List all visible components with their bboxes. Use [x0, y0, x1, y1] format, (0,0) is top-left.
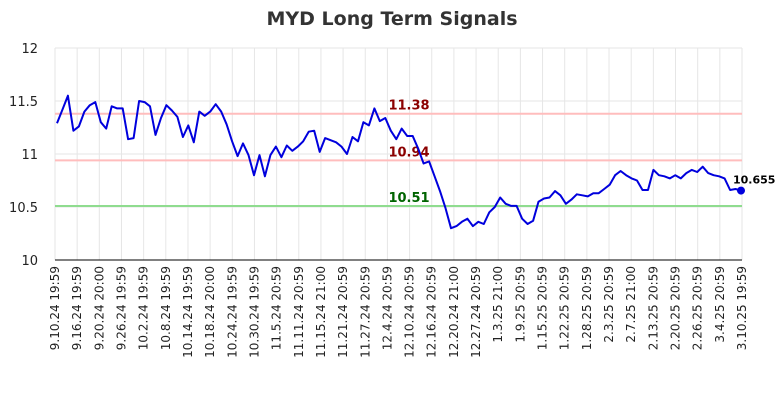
- x-tick-label: 10.14.24 19:59: [181, 266, 195, 358]
- y-tick-label: 10: [21, 254, 38, 269]
- x-tick-label: 11.15.24 21:00: [314, 266, 328, 358]
- x-tick-label: 2.20.25 20:59: [669, 266, 683, 350]
- x-tick-label: 10.18.24 20:00: [203, 266, 217, 358]
- x-axis: 9.10.24 19:59 9.16.24 19:59 9.20.24 20:00 9…: [48, 259, 749, 358]
- grid: [54, 47, 743, 261]
- x-tick-label: 10.8.24 19:59: [159, 266, 173, 350]
- x-tick-label: 12.10.24 20:59: [403, 266, 417, 358]
- y-tick-label: 12: [21, 42, 38, 57]
- x-tick-label: 12.20.24 21:00: [447, 266, 461, 358]
- y-tick-label: 11: [21, 148, 38, 163]
- last-point-marker: [737, 186, 745, 195]
- x-tick-label: 12.27.24 20:59: [469, 266, 483, 358]
- last-value-label: 10.655: [733, 174, 775, 187]
- price-line: [56, 94, 742, 230]
- x-tick-label: 10.2.24 19:59: [137, 266, 151, 350]
- x-tick-label: 1.22.25 20:59: [558, 266, 572, 350]
- annotations: 10.655: [733, 174, 775, 195]
- x-tick-label: 9.20.24 20:00: [92, 266, 106, 350]
- x-tick-label: 12.4.24 20:59: [380, 266, 394, 350]
- series-layer: [56, 94, 742, 230]
- level-label: 11.38: [388, 99, 429, 114]
- y-tick-label: 10.5: [9, 201, 38, 216]
- x-tick-label: 2.7.25 21:00: [624, 266, 638, 343]
- x-tick-label: 1.15.25 20:59: [536, 266, 550, 350]
- x-tick-label: 1.28.25 20:59: [580, 266, 594, 350]
- x-tick-label: 11.11.24 20:59: [292, 266, 306, 358]
- x-tick-label: 12.16.24 20:59: [425, 266, 439, 358]
- chart-title: MYD Long Term Signals: [266, 8, 517, 30]
- x-tick-label: 3.4.25 20:59: [713, 266, 727, 343]
- x-tick-label: 9.10.24 19:59: [48, 266, 62, 350]
- y-axis: 10 10.5 11 11.5 12: [9, 42, 38, 269]
- x-tick-label: 11.5.24 20:59: [270, 266, 284, 350]
- x-tick-label: 10.30.24 19:59: [247, 266, 261, 358]
- signal-levels: 11.38 10.94 10.51: [55, 99, 742, 207]
- y-tick-label: 11.5: [9, 95, 38, 110]
- x-tick-label: 11.27.24 20:59: [358, 266, 372, 358]
- level-label: 10.51: [388, 191, 429, 206]
- level-label: 10.94: [388, 145, 429, 160]
- x-tick-label: 9.26.24 19:59: [114, 266, 128, 350]
- x-tick-label: 1.9.25 20:59: [513, 266, 527, 343]
- x-tick-label: 9.16.24 19:59: [70, 266, 84, 350]
- x-tick-label: 3.10.25 19:59: [735, 266, 749, 350]
- x-tick-label: 2.13.25 20:59: [646, 266, 660, 350]
- x-tick-label: 10.24.24 19:59: [225, 266, 239, 358]
- x-tick-label: 2.26.25 20:59: [691, 266, 705, 350]
- x-tick-label: 2.3.25 20:59: [602, 266, 616, 343]
- x-tick-label: 1.3.25 21:00: [491, 266, 505, 343]
- x-tick-label: 11.21.24 20:59: [336, 266, 350, 358]
